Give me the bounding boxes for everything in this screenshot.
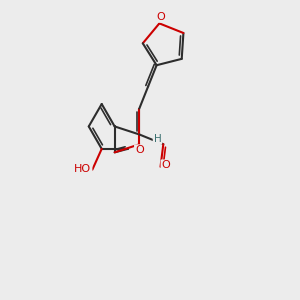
Text: O: O — [157, 12, 165, 22]
Text: H: H — [154, 134, 161, 144]
Text: O: O — [135, 145, 144, 155]
Text: O: O — [161, 160, 170, 170]
Text: HO: HO — [74, 164, 92, 174]
